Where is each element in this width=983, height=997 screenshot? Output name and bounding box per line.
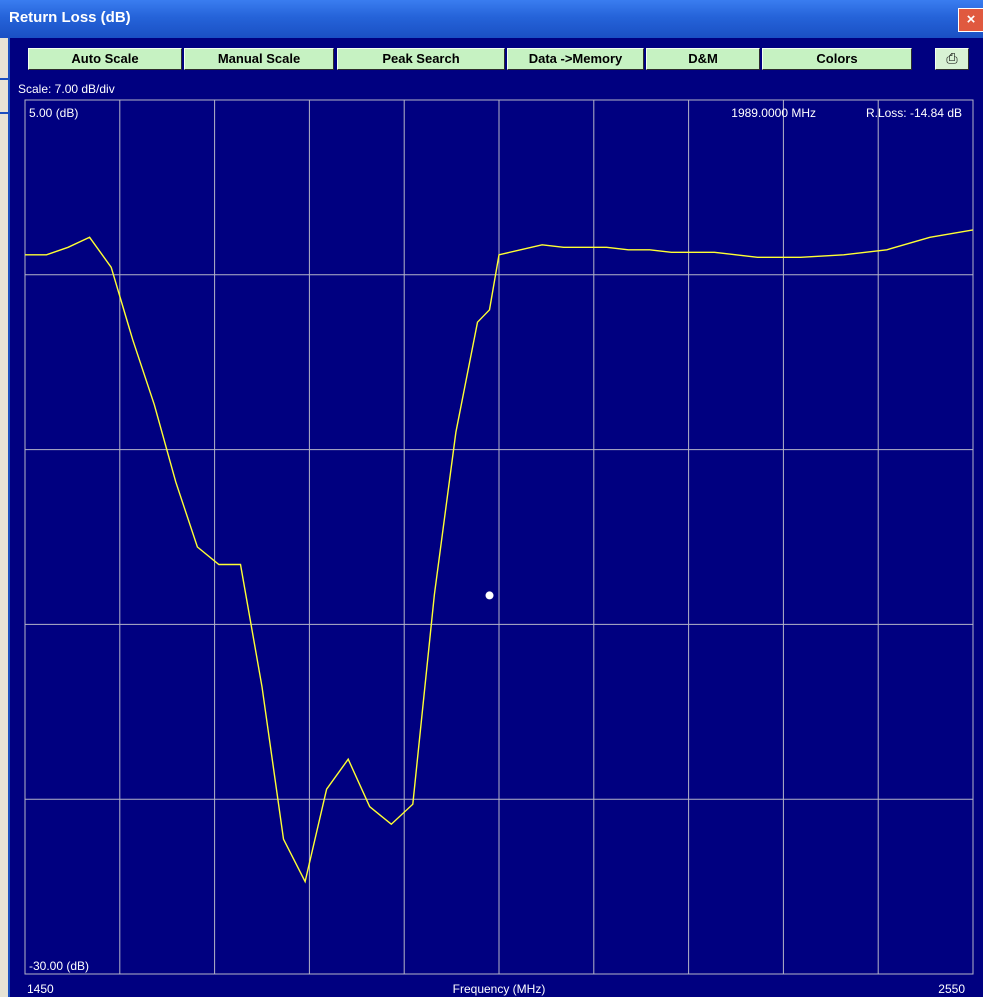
d-and-m-button[interactable]: D&M bbox=[646, 48, 760, 70]
peak-search-button[interactable]: Peak Search bbox=[337, 48, 505, 70]
x-axis-title: Frequency (MHz) bbox=[453, 982, 546, 996]
title-bar: Return Loss (dB) × bbox=[0, 0, 983, 38]
colors-button[interactable]: Colors bbox=[762, 48, 912, 70]
print-button[interactable]: ⎙ bbox=[935, 48, 969, 70]
return-loss-chart: 5.00 (dB) -30.00 (dB) 1450 2550 Frequenc… bbox=[24, 99, 974, 996]
manual-scale-button[interactable]: Manual Scale bbox=[184, 48, 334, 70]
grid bbox=[24, 99, 974, 975]
left-panel-tab bbox=[0, 78, 8, 114]
auto-scale-button[interactable]: Auto Scale bbox=[28, 48, 182, 70]
y-axis-top-label: 5.00 (dB) bbox=[29, 106, 78, 120]
return-loss-trace bbox=[25, 229, 973, 884]
printer-icon: ⎙ bbox=[946, 50, 958, 66]
scale-label: Scale: 7.00 dB/div bbox=[18, 82, 115, 96]
close-button[interactable]: × bbox=[958, 8, 983, 32]
marker-point[interactable] bbox=[485, 591, 494, 600]
marker-frequency: 1989.0000 MHz bbox=[731, 106, 816, 120]
chart-panel: Auto Scale Manual Scale Peak Search Data… bbox=[10, 38, 983, 997]
window-title: Return Loss (dB) bbox=[9, 9, 131, 26]
x-axis-end-label: 2550 bbox=[938, 982, 965, 996]
toolbar: Auto Scale Manual Scale Peak Search Data… bbox=[10, 38, 983, 78]
data-to-memory-button[interactable]: Data ->Memory bbox=[507, 48, 644, 70]
marker-return-loss: R.Loss: -14.84 dB bbox=[866, 106, 962, 120]
left-panel-edge bbox=[0, 38, 10, 997]
x-axis-start-label: 1450 bbox=[27, 982, 54, 996]
y-axis-bottom-label: -30.00 (dB) bbox=[29, 959, 89, 973]
